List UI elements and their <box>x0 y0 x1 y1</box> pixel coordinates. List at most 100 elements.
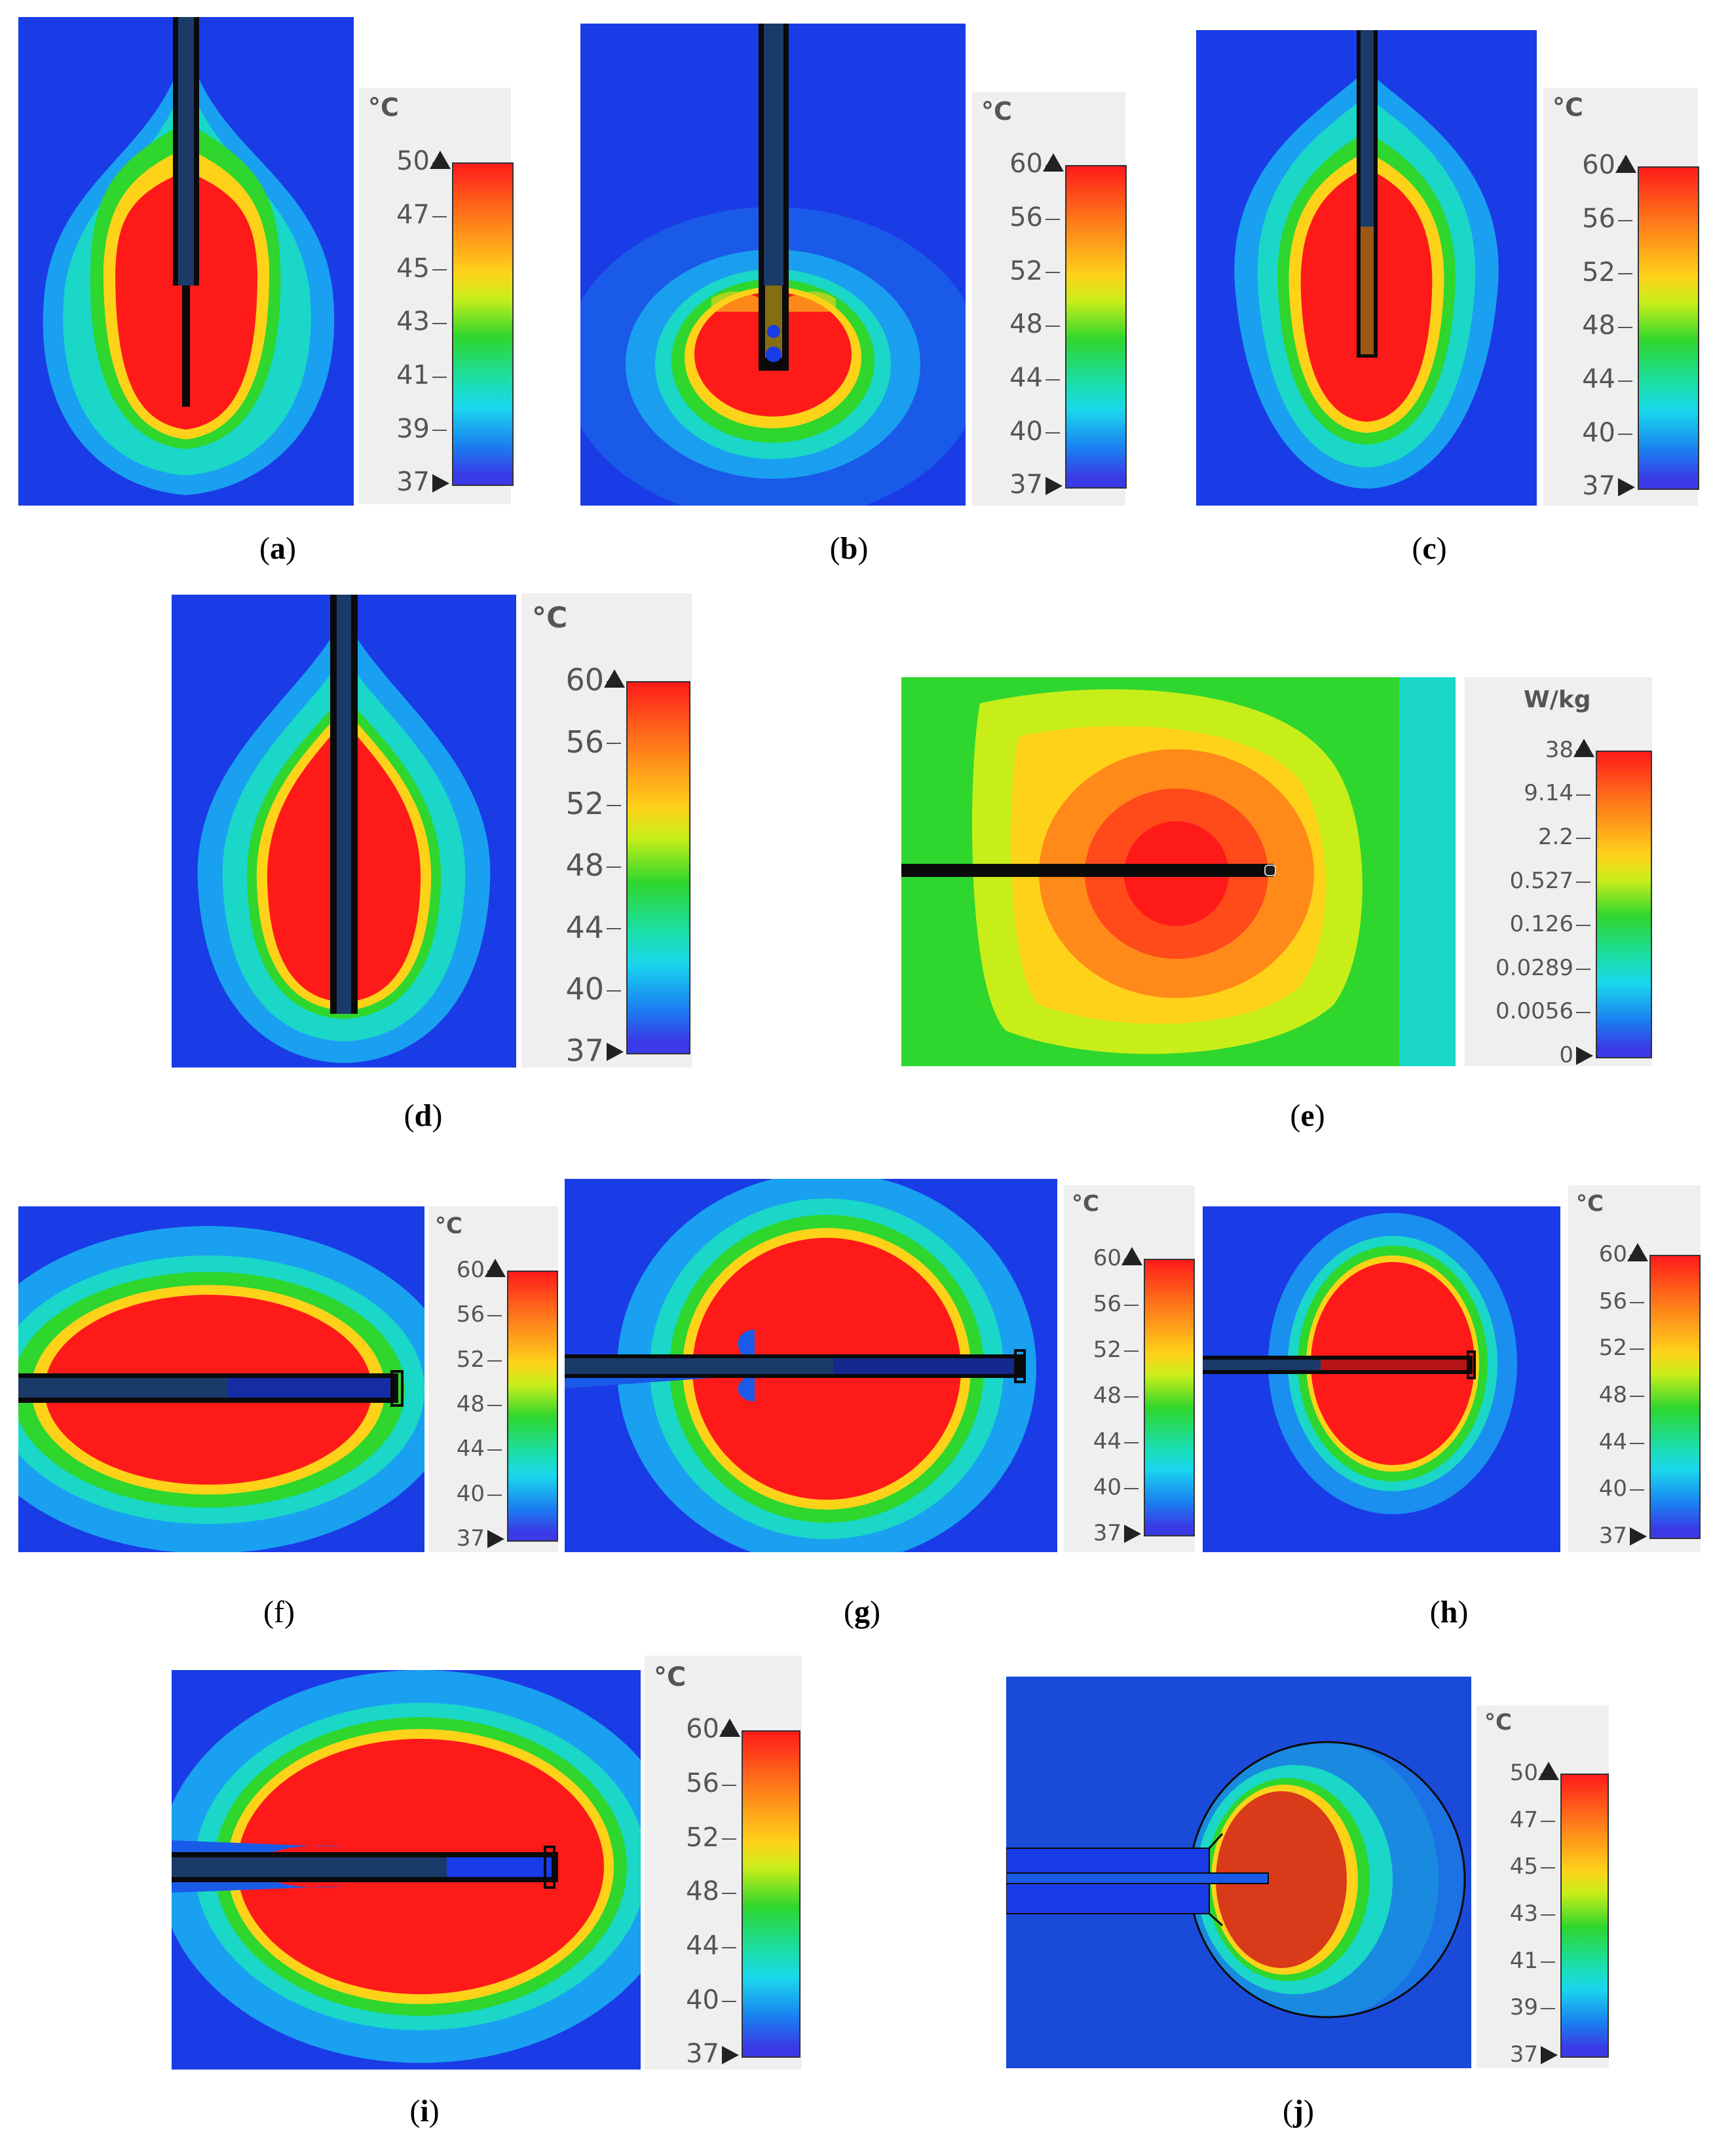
colorbar-tick-label: 37 <box>396 467 430 498</box>
min-marker-icon <box>722 2046 739 2064</box>
colorbar-tick-label: 39 <box>1509 1994 1538 2021</box>
colorbar-tick <box>432 430 447 432</box>
colorbar-tick-label: 41 <box>1509 1947 1538 1974</box>
colorbar-tick-label: 50 <box>1509 1759 1538 1786</box>
colorbar-tick-label: 48 <box>1582 310 1615 341</box>
colorbar-tick <box>487 1360 502 1362</box>
colorbar-tick-label: 47 <box>1509 1806 1538 1833</box>
colorbar-tick-label: 37 <box>456 1525 485 1552</box>
colorbar-tick <box>1045 379 1060 381</box>
colorbar-tick <box>1576 838 1591 840</box>
colorbar-tick <box>1541 1867 1555 1869</box>
colorbar-tick-label: 45 <box>396 253 430 284</box>
min-marker-icon <box>607 1043 624 1061</box>
caption-d: (d) <box>404 1098 443 1133</box>
min-marker-icon <box>1045 477 1063 495</box>
colorbar <box>452 162 514 486</box>
colorbar-tick-label: 44 <box>686 1930 719 1961</box>
caption-i: (i) <box>409 2094 440 2128</box>
colorbar <box>507 1271 558 1542</box>
colorbar-tick-label: 48 <box>1598 1381 1627 1408</box>
colorbar-tick <box>487 1494 502 1496</box>
colorbar-tick-label: 37 <box>1582 471 1615 502</box>
colorbar-tick <box>722 1838 736 1840</box>
colorbar-tick-label: 48 <box>456 1390 485 1417</box>
temperature-map-b <box>580 24 966 506</box>
legend-unit: °C <box>532 601 568 635</box>
colorbar-tick-label: 48 <box>1093 1382 1121 1409</box>
colorbar-tick-label: 44 <box>1598 1428 1627 1455</box>
colorbar-tick <box>1576 925 1591 927</box>
colorbar-tick-label: 40 <box>1009 416 1043 447</box>
max-marker-icon <box>1615 155 1636 173</box>
colorbar-tick-label: 39 <box>396 413 430 444</box>
legend-unit: °C <box>1553 93 1583 122</box>
colorbar <box>1649 1255 1701 1539</box>
caption-j: (j) <box>1283 2094 1314 2128</box>
colorbar-tick-label: 41 <box>396 360 430 390</box>
legend-unit: W/kg <box>1524 686 1591 713</box>
min-marker-icon <box>1618 478 1635 496</box>
colorbar-tick-label: 37 <box>565 1033 604 1069</box>
colorbar-tick-label: 44 <box>565 909 604 945</box>
colorbar <box>626 681 690 1054</box>
colorbar-tick <box>1630 1442 1644 1444</box>
colorbar <box>1596 751 1652 1058</box>
colorbar-tick-label: 44 <box>1093 1428 1121 1455</box>
colorbar-tick-label: 44 <box>456 1436 485 1462</box>
colorbar-tick-label: 40 <box>1582 417 1615 448</box>
colorbar-tick-label: 40 <box>456 1480 485 1507</box>
colorbar-tick-label: 0.0289 <box>1496 954 1573 981</box>
colorbar-tick-label: 60 <box>565 662 604 698</box>
caption-b: (b) <box>829 531 869 566</box>
caption-g: (g) <box>844 1595 880 1629</box>
colorbar-tick-label: 60 <box>1598 1240 1627 1267</box>
colorbar-tick-label: 37 <box>686 2039 719 2070</box>
colorbar-tick-label: 60 <box>1093 1244 1121 1271</box>
colorbar-tick <box>1045 218 1060 220</box>
colorbar-tick <box>1618 380 1632 382</box>
temperature-map-a <box>18 17 354 506</box>
colorbar-tick <box>1541 1961 1555 1963</box>
min-marker-icon <box>1124 1525 1141 1543</box>
colorbar-tick-label: 52 <box>1582 257 1615 288</box>
colorbar-tick-label: 37 <box>1009 470 1043 500</box>
temperature-map-c <box>1196 30 1537 506</box>
legend-unit: °C <box>435 1213 462 1239</box>
min-marker-icon <box>1576 1047 1593 1065</box>
colorbar-legend-h: °C 60 56 52 48 44 40 37 <box>1568 1185 1701 1552</box>
colorbar-tick-label: 9.14 <box>1524 780 1573 807</box>
colorbar-tick <box>1541 1914 1555 1916</box>
colorbar-tick-label: 52 <box>1093 1336 1121 1363</box>
colorbar-legend-a: °C 50 47 45 43 41 39 37 <box>359 88 514 504</box>
colorbar-tick-label: 60 <box>1582 150 1615 181</box>
colorbar-tick <box>607 990 621 992</box>
colorbar-tick <box>432 215 447 217</box>
max-marker-icon <box>1538 1762 1559 1780</box>
colorbar-tick-label: 47 <box>396 199 430 230</box>
legend-unit: °C <box>1576 1191 1604 1217</box>
colorbar-tick-label: 40 <box>1093 1474 1121 1500</box>
colorbar-tick <box>432 269 447 271</box>
colorbar-tick <box>1045 325 1060 327</box>
sar-map-e <box>901 677 1456 1066</box>
max-marker-icon <box>1573 739 1594 757</box>
caption-e: (e) <box>1290 1098 1325 1133</box>
temperature-map-g <box>565 1179 1057 1552</box>
colorbar-tick-label: 0.527 <box>1509 867 1573 894</box>
colorbar-tick <box>1124 1396 1139 1398</box>
colorbar-tick <box>432 376 447 378</box>
caption-h: (h) <box>1429 1595 1469 1629</box>
colorbar-tick <box>432 323 447 324</box>
colorbar-tick-label: 38 <box>1545 736 1573 763</box>
colorbar-legend-i: °C 60 56 52 48 44 40 37 <box>645 1656 802 2070</box>
colorbar-tick-label: 44 <box>1009 362 1043 393</box>
colorbar-tick <box>1541 1820 1555 1822</box>
colorbar-tick-label: 0 <box>1559 1041 1573 1068</box>
max-marker-icon <box>719 1719 740 1737</box>
colorbar-tick <box>1630 1489 1644 1491</box>
temperature-map-d <box>172 595 516 1068</box>
colorbar-tick <box>1541 2008 1555 2010</box>
colorbar-tick <box>607 866 621 868</box>
temperature-map-f <box>18 1206 424 1552</box>
